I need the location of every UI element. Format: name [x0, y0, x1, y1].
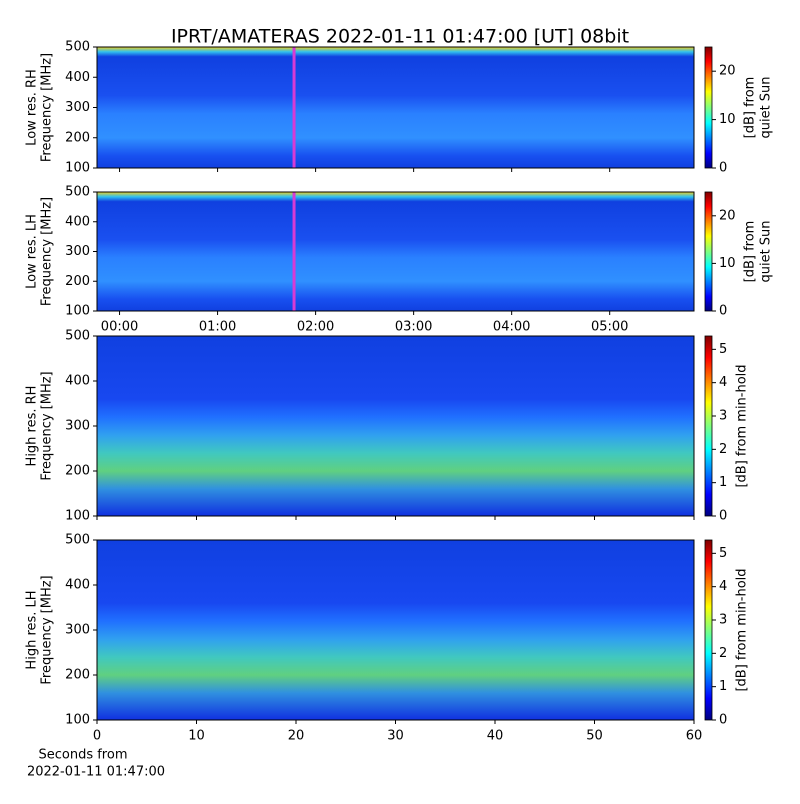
figure-title: IPRT/AMATERAS 2022-01-11 01:47:00 [UT] 0… — [171, 26, 629, 48]
x-axis-label: 2022-01-11 01:47:00 — [27, 765, 165, 780]
x-tick-label: 05:00 — [591, 320, 628, 335]
y-tick-label: 100 — [65, 509, 90, 524]
colorbar-tick-label: 5 — [719, 546, 727, 561]
y-tick-label: 200 — [65, 464, 90, 479]
colorbar-label: quiet Sun — [759, 76, 774, 138]
colorbar-tick-label: 20 — [719, 208, 736, 223]
x-tick-label: 02:00 — [297, 320, 334, 335]
x-tick-label: 03:00 — [395, 320, 432, 335]
colorbar-tick-label: 0 — [719, 509, 727, 524]
x-tick-label: 50 — [586, 729, 603, 744]
spectrogram — [97, 336, 694, 516]
colorbar-tick-label: 2 — [719, 442, 727, 457]
colorbar-tick-label: 0 — [719, 304, 727, 319]
spectrogram — [97, 47, 694, 168]
y-axis-label: Frequency [MHz] — [40, 371, 55, 480]
y-tick-label: 300 — [65, 244, 90, 259]
y-axis-label: High res. RH — [25, 386, 40, 467]
y-tick-label: 300 — [65, 419, 90, 434]
x-tick-label: 04:00 — [493, 320, 530, 335]
colorbar — [704, 46, 713, 169]
colorbar-label: [dB] from — [743, 77, 758, 139]
y-axis-label: Frequency [MHz] — [40, 53, 55, 162]
colorbar-label: [dB] from min-hold — [735, 568, 750, 691]
y-axis-label: Frequency [MHz] — [40, 575, 55, 684]
colorbar-tick-label: 0 — [719, 161, 727, 176]
y-tick-label: 500 — [65, 329, 90, 344]
y-tick-label: 300 — [65, 100, 90, 115]
colorbar-tick-label: 10 — [719, 112, 736, 127]
y-tick-label: 400 — [65, 70, 90, 85]
x-tick-label: 00:00 — [101, 320, 138, 335]
x-tick-label: 30 — [387, 729, 404, 744]
colorbar-tick-label: 20 — [719, 64, 736, 79]
y-axis-label: Frequency [MHz] — [40, 197, 55, 306]
y-tick-label: 400 — [65, 578, 90, 593]
colorbar — [704, 191, 713, 312]
y-tick-label: 200 — [65, 668, 90, 683]
y-tick-label: 500 — [65, 533, 90, 548]
colorbar-label: [dB] from min-hold — [735, 364, 750, 487]
y-tick-label: 300 — [65, 623, 90, 638]
y-axis-label: Low res. LH — [25, 214, 40, 289]
y-tick-label: 400 — [65, 214, 90, 229]
spectrogram — [97, 192, 694, 311]
colorbar-tick-label: 10 — [719, 256, 736, 271]
colorbar-tick-label: 4 — [719, 579, 727, 594]
colorbar-tick-label: 3 — [719, 613, 727, 628]
colorbar-tick-label: 2 — [719, 646, 727, 661]
y-axis-label: High res. LH — [25, 590, 40, 669]
colorbar-tick-label: 1 — [719, 475, 727, 490]
colorbar-tick-label: 3 — [719, 409, 727, 424]
colorbar-label: quiet Sun — [759, 220, 774, 282]
x-tick-label: 10 — [188, 729, 205, 744]
x-tick-label: 60 — [686, 729, 703, 744]
x-tick-label: 20 — [288, 729, 305, 744]
x-tick-label: 0 — [93, 729, 101, 744]
colorbar — [704, 335, 713, 517]
colorbar-label: [dB] from — [743, 221, 758, 283]
y-tick-label: 100 — [65, 161, 90, 176]
x-axis-label: Seconds from — [38, 748, 127, 763]
x-tick-label: 01:00 — [199, 320, 236, 335]
y-tick-label: 500 — [65, 40, 90, 55]
colorbar-tick-label: 4 — [719, 375, 727, 390]
y-tick-label: 200 — [65, 274, 90, 289]
y-tick-label: 400 — [65, 374, 90, 389]
x-tick-label: 40 — [487, 729, 504, 744]
y-axis-label: Low res. RH — [25, 69, 40, 146]
colorbar-tick-label: 1 — [719, 679, 727, 694]
y-tick-label: 100 — [65, 713, 90, 728]
spectrogram — [97, 540, 694, 720]
colorbar-tick-label: 0 — [719, 713, 727, 728]
y-tick-label: 500 — [65, 185, 90, 200]
colorbar-tick-label: 5 — [719, 342, 727, 357]
y-tick-label: 200 — [65, 130, 90, 145]
colorbar — [704, 539, 713, 721]
y-tick-label: 100 — [65, 304, 90, 319]
